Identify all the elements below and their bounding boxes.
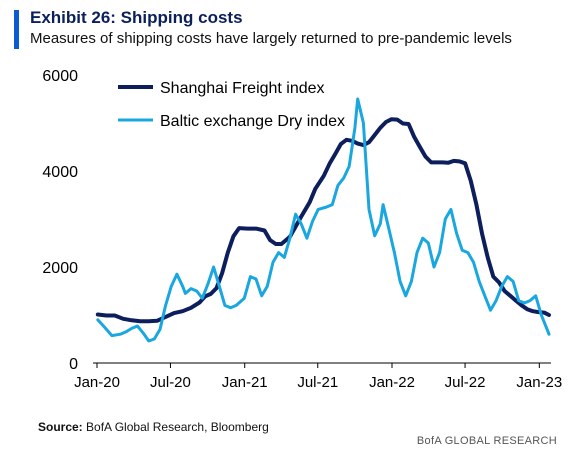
series-layer — [95, 97, 551, 343]
title-accent-bar — [14, 10, 19, 49]
series-line-shanghai-freight — [95, 117, 551, 324]
y-tick-label-2000: 2000 — [42, 260, 78, 277]
x-tick-label-Jul-21: Jul-21 — [297, 374, 338, 391]
legend: Shanghai Freight index Baltic exchange Dr… — [118, 80, 345, 130]
x-tick-label-Jul-20: Jul-20 — [150, 374, 191, 391]
legend-label-shanghai-freight: Shanghai Freight index — [160, 80, 325, 97]
source-note: Source: BofA Global Research, Bloomberg — [38, 420, 269, 434]
x-tick-label-Jan-23: Jan-23 — [516, 374, 562, 391]
x-tick-label-Jan-20: Jan-20 — [74, 374, 120, 391]
x-tick-label-Jan-21: Jan-21 — [222, 374, 268, 391]
x-tick-label-Jan-22: Jan-22 — [369, 374, 415, 391]
source-label: Source: — [38, 420, 83, 434]
series-line-baltic-dry — [96, 97, 551, 343]
y-tick-label-6000: 6000 — [42, 68, 78, 85]
brand-label: BofA GLOBAL RESEARCH — [416, 435, 557, 447]
chart-subtitle: Measures of shipping costs have largely … — [30, 30, 512, 47]
y-axis: 0 2000 4000 6000 — [42, 68, 78, 373]
source-text: BofA Global Research, Bloomberg — [86, 420, 269, 434]
legend-label-baltic-dry: Baltic exchange Dry index — [160, 113, 345, 130]
x-axis: Jan-20 Jul-20 Jan-21 Jul-21 Jan-22 Jul-22 Jan-… — [74, 362, 562, 391]
y-tick-label-4000: 4000 — [42, 164, 78, 181]
x-tick-label-Jul-22: Jul-22 — [445, 374, 486, 391]
y-tick-label-0: 0 — [69, 356, 78, 373]
chart-title: Exhibit 26: Shipping costs — [30, 8, 243, 27]
